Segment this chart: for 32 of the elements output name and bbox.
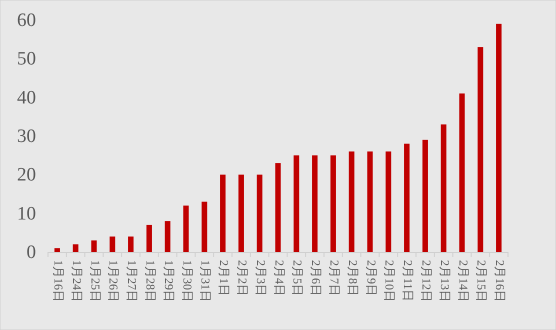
x-tick-label: 2月14日 (456, 260, 470, 302)
x-tick-label: 1月25日 (88, 260, 102, 302)
x-tick-label: 2月2日 (235, 260, 250, 296)
y-tick-label: 40 (17, 87, 36, 108)
x-tick-label: 2月15日 (474, 260, 489, 302)
x-tick-label: 2月6日 (309, 260, 324, 296)
x-tick-label: 1月30日 (180, 260, 194, 302)
x-tick-label: 2月5日 (290, 260, 305, 296)
x-tick-label: 2月1日 (217, 260, 232, 296)
x-tick-label: 1月16日 (51, 260, 66, 302)
x-tick-label: 2月16日 (493, 260, 508, 302)
y-tick-label: 0 (26, 242, 36, 263)
x-tick-label: 1月26日 (106, 260, 121, 302)
x-tick-label: 2月10日 (382, 260, 397, 302)
y-tick-label: 30 (17, 126, 36, 147)
x-tick-label: 2月8日 (346, 260, 360, 296)
y-tick-label: 60 (17, 10, 36, 31)
x-tick-label: 1月27日 (125, 260, 140, 302)
x-tick-label: 2月3日 (254, 260, 268, 296)
x-tick-label: 2月9日 (364, 260, 378, 296)
x-tick-label: 2月11日 (401, 260, 416, 302)
y-tick-label: 50 (17, 48, 36, 70)
y-tick-label: 10 (17, 203, 36, 224)
y-tick-label: 20 (17, 164, 36, 186)
x-tick-label: 2月4日 (272, 260, 286, 296)
x-tick-label: 2月13日 (438, 260, 452, 302)
x-tick-label: 1月31日 (198, 260, 213, 302)
x-tick-label: 1月29日 (162, 260, 176, 302)
x-tick-label: 1月24日 (70, 260, 84, 302)
x-tick-label: 1月28日 (143, 260, 158, 302)
x-tick-label: 2月7日 (327, 260, 342, 296)
x-tick-label: 2月12日 (419, 260, 434, 302)
